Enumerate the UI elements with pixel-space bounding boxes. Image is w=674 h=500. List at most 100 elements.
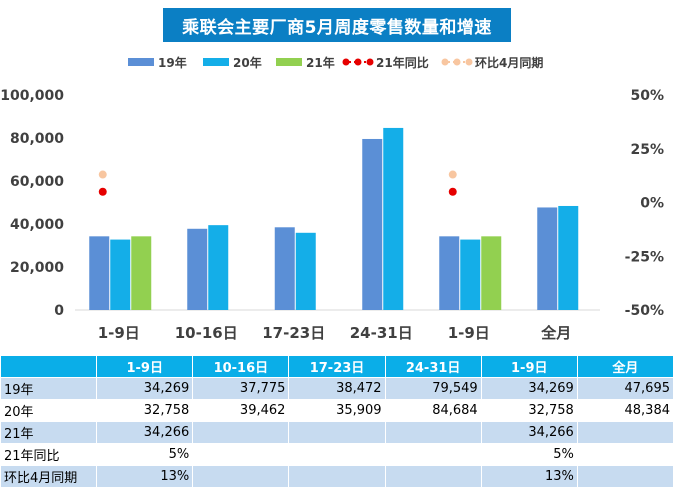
- legend-swatch: [203, 58, 229, 66]
- table-cell: [384, 465, 482, 488]
- header-cell: 1-9日: [480, 355, 578, 378]
- table-cell: 32,758: [480, 399, 578, 422]
- table-cell: 32,758: [96, 399, 194, 422]
- chart-title: 乘联会主要厂商5月周度零售数量和增速: [163, 8, 511, 42]
- table-cell: 34,269: [96, 377, 194, 400]
- table-cell: 34,266: [96, 421, 194, 444]
- table-row: 19年 34,269 37,775 38,472 79,549 34,269 4…: [0, 377, 674, 400]
- table-cell: [192, 421, 290, 444]
- table-cell: [576, 421, 674, 444]
- mom-marker: [448, 170, 457, 179]
- legend-marker: [366, 58, 374, 66]
- x-tick-label: 17-23日: [262, 324, 325, 342]
- x-tick-label: 1-9日: [98, 324, 140, 342]
- y-tick-label: 20,000: [10, 260, 64, 276]
- legend-marker: [465, 58, 473, 66]
- header-cell: 24-31日: [384, 355, 482, 378]
- legend-label: 21年同比: [376, 55, 429, 70]
- y2-tick-label: 25%: [630, 142, 664, 158]
- bar-19: [274, 227, 295, 310]
- header-cell: 17-23日: [288, 355, 386, 378]
- table-cell: [192, 465, 290, 488]
- row-label: 19年: [0, 377, 98, 400]
- table-cell: 5%: [480, 443, 578, 466]
- table-cell: 37,775: [192, 377, 290, 400]
- table-cell: [576, 443, 674, 466]
- bar-19: [537, 207, 558, 310]
- table-cell: 84,684: [384, 399, 482, 422]
- x-tick-label: 1-9日: [448, 324, 490, 342]
- bar-19: [439, 236, 460, 310]
- table-cell: [288, 421, 386, 444]
- bar-20: [295, 232, 316, 310]
- bar-20: [208, 225, 229, 310]
- x-tick-label: 24-31日: [350, 324, 413, 342]
- legend-marker: [453, 58, 461, 66]
- table-row: 21年同比 5% 5%: [0, 443, 674, 466]
- table-cell: 34,269: [480, 377, 578, 400]
- y-tick-label: 40,000: [10, 217, 64, 233]
- header-cell: 10-16日: [192, 355, 290, 378]
- data-table: 1-9日 10-16日 17-23日 24-31日 1-9日 全月 19年 34…: [0, 355, 674, 488]
- table-cell: 5%: [96, 443, 194, 466]
- yoy-marker: [448, 187, 457, 196]
- y-tick-label: 60,000: [10, 174, 64, 190]
- bar-19: [89, 236, 110, 310]
- table-header-row: 1-9日 10-16日 17-23日 24-31日 1-9日 全月: [0, 355, 674, 378]
- bar-20: [110, 239, 131, 310]
- bar-19: [187, 228, 208, 310]
- table-row: 21年 34,266 34,266: [0, 421, 674, 444]
- row-label: 20年: [0, 399, 98, 422]
- yoy-marker: [98, 187, 107, 196]
- row-label: 21年同比: [0, 443, 98, 466]
- table-cell: 39,462: [192, 399, 290, 422]
- table-cell: 38,472: [288, 377, 386, 400]
- y2-tick-label: 0%: [640, 196, 664, 212]
- header-cell: 1-9日: [96, 355, 194, 378]
- legend-label: 19年: [158, 55, 187, 70]
- bar-19: [362, 138, 383, 310]
- header-cell: [0, 355, 98, 378]
- mom-marker: [98, 170, 107, 179]
- table-cell: 34,266: [480, 421, 578, 444]
- legend-marker: [342, 58, 350, 66]
- table-cell: 47,695: [576, 377, 674, 400]
- chart: 0 20,000 40,000 60,000 80,000 100,000 -50% -25%…: [0, 55, 664, 342]
- table-cell: [288, 443, 386, 466]
- legend-label: 21年: [306, 55, 335, 70]
- table-cell: [384, 443, 482, 466]
- legend-label: 20年: [233, 55, 262, 70]
- y-tick-label: 100,000: [0, 88, 64, 104]
- table-row: 环比4月同期 13% 13%: [0, 465, 674, 488]
- table-row: 20年 32,758 39,462 35,909 84,684 32,758 4…: [0, 399, 674, 422]
- y2-tick-label: -50%: [625, 303, 664, 319]
- legend-marker: [354, 58, 362, 66]
- bar-20: [460, 239, 481, 310]
- bar-20: [383, 127, 404, 310]
- y-tick-label: 80,000: [10, 131, 64, 147]
- bar-21: [481, 236, 502, 310]
- table-cell: 35,909: [288, 399, 386, 422]
- y2-tick-label: -25%: [625, 249, 664, 265]
- legend-label: 环比4月同期: [475, 55, 543, 70]
- table-cell: [384, 421, 482, 444]
- legend-marker: [441, 58, 449, 66]
- x-tick-label: 10-16日: [175, 324, 238, 342]
- row-label: 环比4月同期: [0, 465, 98, 488]
- header-cell: 全月: [576, 355, 674, 378]
- row-label: 21年: [0, 421, 98, 444]
- legend-swatch: [276, 58, 302, 66]
- table-cell: 13%: [96, 465, 194, 488]
- x-tick-label: 全月: [540, 324, 571, 342]
- table-cell: [288, 465, 386, 488]
- table-cell: 79,549: [384, 377, 482, 400]
- table-cell: 48,384: [576, 399, 674, 422]
- y-tick-label: 0: [54, 303, 64, 319]
- bar-21: [131, 236, 152, 310]
- y2-tick-label: 50%: [630, 88, 664, 104]
- table-cell: [576, 465, 674, 488]
- table-cell: 13%: [480, 465, 578, 488]
- table-cell: [192, 443, 290, 466]
- bar-20: [558, 205, 579, 310]
- legend-swatch: [128, 58, 154, 66]
